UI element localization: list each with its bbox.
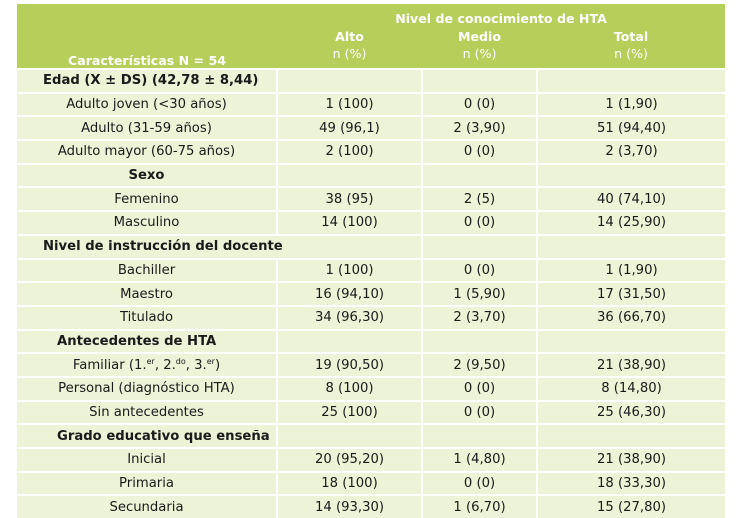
cell-alto: 38 (95) (276, 187, 422, 212)
table-row: Adulto joven (<30 años) 1 (100) 0 (0) 1 … (17, 92, 726, 117)
cell-alto: 19 (90,50) (276, 353, 422, 377)
section-row-sexo: Sexo (17, 163, 726, 188)
cell-medio: 1 (4,80) (421, 448, 537, 472)
row-label: Secundaria (17, 495, 277, 518)
cell-medio: 1 (5,90) (421, 282, 537, 306)
cell-medio: 0 (0) (421, 92, 537, 117)
row-label: Adulto joven (<30 años) (17, 92, 277, 117)
cell-medio: 0 (0) (421, 258, 537, 283)
row-label: Adulto mayor (60-75 años) (17, 140, 277, 164)
row-label: Inicial (17, 448, 277, 472)
row-label: Sin antecedentes (17, 400, 277, 425)
cell-medio: 1 (6,70) (421, 495, 537, 518)
cell-total: 51 (94,40) (535, 116, 726, 141)
col-total-header: Total (537, 26, 726, 46)
table-row: Primaria 18 (100) 0 (0) 18 (33,30) (17, 471, 726, 496)
row-label: Femenino (17, 187, 277, 212)
cell-alto: 2 (100) (276, 140, 422, 164)
row-label: Bachiller (17, 258, 277, 283)
cell-alto: 20 (95,20) (276, 448, 422, 472)
row-label: Masculino (17, 211, 277, 235)
table-row: Sin antecedentes 25 (100) 0 (0) 25 (46,3… (17, 400, 726, 425)
table-row: Maestro 16 (94,10) 1 (5,90) 17 (31,50) (17, 282, 726, 306)
table-row: Masculino 14 (100) 0 (0) 14 (25,90) (17, 211, 726, 235)
cell-alto: 16 (94,10) (276, 282, 422, 306)
cell-medio: 0 (0) (421, 400, 537, 425)
section-title: Edad (X ± DS) (42,78 ± 8,44) (17, 69, 277, 93)
table-row: Familiar (1.er, 2.do, 3.er) 19 (90,50) 2… (17, 353, 726, 377)
cell-alto: 8 (100) (276, 376, 422, 401)
table-row: Femenino 38 (95) 2 (5) 40 (74,10) (17, 187, 726, 212)
table-row: Inicial 20 (95,20) 1 (4,80) 21 (38,90) (17, 448, 726, 472)
section-title: Nivel de instrucción del docente (17, 234, 422, 259)
cell-total: 1 (1,90) (535, 258, 726, 283)
row-label: Titulado (17, 305, 277, 330)
col-medio-header: Medio (422, 26, 537, 46)
cell-medio: 2 (9,50) (421, 353, 537, 377)
cell-alto: 49 (96,1) (276, 116, 422, 141)
cell-alto: 14 (93,30) (276, 495, 422, 518)
cell-total: 8 (14,80) (535, 376, 726, 401)
section-row-grado: Grado educativo que enseña (17, 424, 726, 448)
cell-total: 21 (38,90) (535, 448, 726, 472)
cell-total: 1 (1,90) (535, 92, 726, 117)
cell-medio: 2 (5) (421, 187, 537, 212)
table-row: Adulto (31-59 años) 49 (96,1) 2 (3,90) 5… (17, 116, 726, 141)
col-alto-unit: n (%) (277, 46, 422, 69)
cell-alto: 1 (100) (276, 258, 422, 283)
cell-medio: 0 (0) (421, 471, 537, 496)
table-row: Adulto mayor (60-75 años) 2 (100) 0 (0) … (17, 140, 726, 164)
cell-medio: 0 (0) (421, 211, 537, 235)
cell-total: 14 (25,90) (535, 211, 726, 235)
cell-total: 36 (66,70) (535, 305, 726, 330)
cell-alto: 1 (100) (276, 92, 422, 117)
table-row: Bachiller 1 (100) 0 (0) 1 (1,90) (17, 258, 726, 283)
cell-alto: 34 (96,30) (276, 305, 422, 330)
section-title: Sexo (17, 163, 277, 188)
knowledge-table: Características N = 54 Nivel de conocimi… (17, 4, 726, 518)
section-title: Antecedentes de HTA (17, 329, 277, 354)
col-total-unit: n (%) (537, 46, 726, 69)
cell-total: 21 (38,90) (535, 353, 726, 377)
row-label: Primaria (17, 471, 277, 496)
row-label: Adulto (31-59 años) (17, 116, 277, 141)
table-row: Secundaria 14 (93,30) 1 (6,70) 15 (27,80… (17, 495, 726, 518)
cell-total: 17 (31,50) (535, 282, 726, 306)
cell-medio: 2 (3,70) (421, 305, 537, 330)
cell-total: 18 (33,30) (535, 471, 726, 496)
section-title: Grado educativo que enseña (17, 424, 277, 448)
familiar-label: Familiar (1.er, 2.do, 3.er) (72, 357, 221, 374)
cell-medio: 0 (0) (421, 140, 537, 164)
col-medio-unit: n (%) (422, 46, 537, 69)
table-header: Características N = 54 Nivel de conocimi… (17, 4, 726, 69)
row-label: Maestro (17, 282, 277, 306)
cell-total: 2 (3,70) (535, 140, 726, 164)
table-row: Titulado 34 (96,30) 2 (3,70) 36 (66,70) (17, 305, 726, 330)
table-body: Edad (X ± DS) (42,78 ± 8,44) Adulto jove… (17, 69, 726, 518)
cell-medio: 2 (3,90) (421, 116, 537, 141)
cell-total: 15 (27,80) (535, 495, 726, 518)
cell-medio: 0 (0) (421, 376, 537, 401)
characteristics-header: Características N = 54 (17, 4, 277, 69)
table-row: Personal (diagnóstico HTA) 8 (100) 0 (0)… (17, 376, 726, 401)
cell-alto: 14 (100) (276, 211, 422, 235)
row-label: Familiar (1.er, 2.do, 3.er) (17, 353, 277, 377)
col-alto-header: Alto (277, 26, 422, 46)
section-row-instruccion: Nivel de instrucción del docente (17, 234, 726, 259)
group-header: Nivel de conocimiento de HTA (277, 4, 726, 26)
cell-total: 40 (74,10) (535, 187, 726, 212)
section-row-edad: Edad (X ± DS) (42,78 ± 8,44) (17, 69, 726, 93)
section-row-antecedentes: Antecedentes de HTA (17, 329, 726, 354)
cell-alto: 18 (100) (276, 471, 422, 496)
cell-alto: 25 (100) (276, 400, 422, 425)
cell-total: 25 (46,30) (535, 400, 726, 425)
knowledge-table-container: Características N = 54 Nivel de conocimi… (17, 4, 726, 518)
row-label: Personal (diagnóstico HTA) (17, 376, 277, 401)
